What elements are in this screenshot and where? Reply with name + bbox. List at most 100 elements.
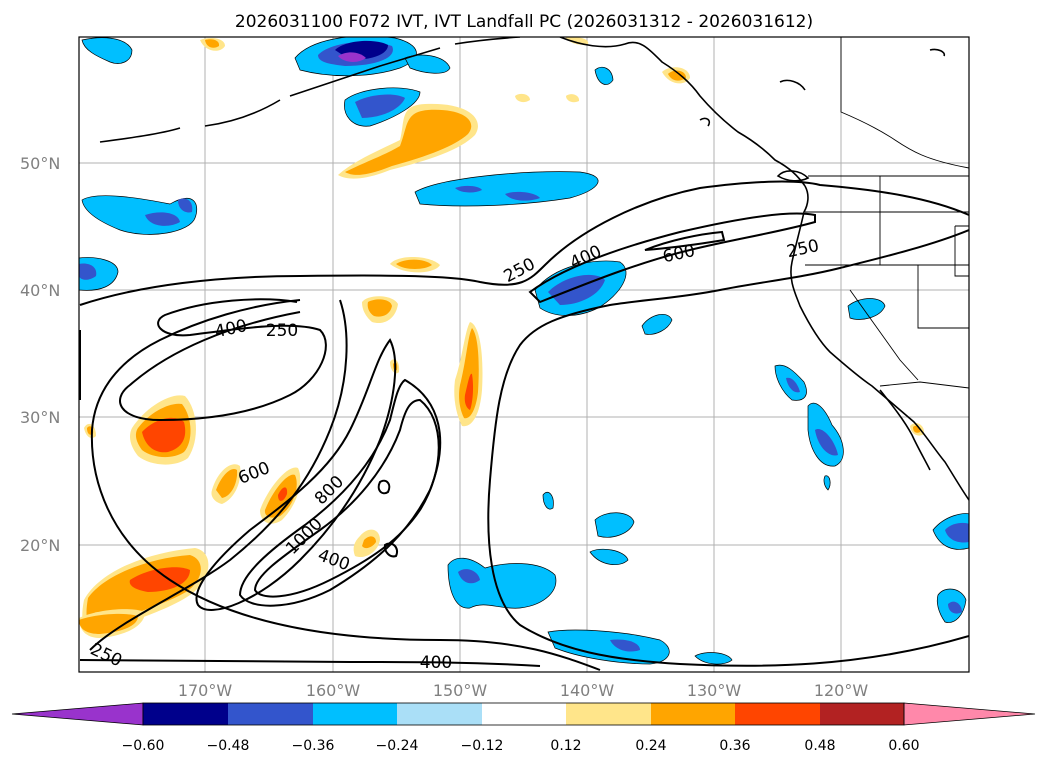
pc-region [641,313,673,335]
pc-region [815,429,838,456]
island [699,48,946,127]
pc-region [216,468,238,498]
colorbar-tick-label: −0.36 [292,738,335,754]
pc-region [129,567,190,592]
pc-region [338,52,366,62]
baja-peninsula [879,389,931,471]
lon-label: 170°W [178,681,233,700]
pc-region [81,37,133,64]
pc-region [668,70,686,81]
pc-region [945,522,969,543]
lon-label: 140°W [560,681,615,700]
lon-label: 120°W [814,681,869,700]
colorbar-segment [313,703,397,725]
pc-region [594,66,614,85]
colorbar-segment [228,703,313,725]
colorbar-segment [143,703,228,725]
pc-region [786,377,800,393]
pc-region [142,417,186,453]
pc-region [458,569,480,584]
ivt-400-contour [89,212,816,651]
ivt-250-contour [79,180,969,667]
colorbar-tick-label: 0.12 [550,738,581,754]
pc-region [694,652,733,665]
pc-region [345,109,472,175]
colorbar-tick-label: −0.60 [122,738,165,754]
ivt-400-lower-contour [79,659,541,667]
colorbar-segment [651,703,735,725]
vancouver-island [776,170,810,182]
colorbar-tick-label: 0.24 [635,738,666,754]
coastlines [99,37,969,501]
colorbar-extend-high [903,702,1036,726]
colorbar-segment [735,703,820,725]
latitude-labels: 50°N 40°N 30°N 20°N [20,154,60,555]
contour-label-400: 400 [420,653,452,673]
lat-label: 40°N [20,281,60,300]
pc-region [515,93,530,103]
pc-region [505,191,540,201]
colorbar-outline [142,702,905,726]
colorbar-tick-label: −0.12 [461,738,504,754]
north-america-coast [790,185,969,501]
pc-region [610,639,640,652]
pc-region [205,39,220,48]
lat-label: 50°N [20,154,60,173]
pc-region [79,263,97,280]
colorbar: −0.60 −0.48 −0.36 −0.24 −0.12 0.12 0.24 … [11,702,1036,754]
pc-region [404,54,451,74]
pc-region [447,557,557,609]
colorbar-extend-low [11,702,144,726]
pc-region [847,298,886,320]
ivt-small-contour [377,479,391,495]
pc-region [178,198,193,213]
pc-region [396,259,432,269]
colorbar-tick-label: 0.60 [888,738,919,754]
lat-label: 20°N [20,536,60,555]
colorbar-tick-label: −0.48 [207,738,250,754]
us-mexico-border [879,381,969,389]
colorbar-segment [566,703,651,725]
pc-region [594,512,635,538]
us-state-border [805,176,969,381]
pc-region [565,37,589,45]
positive-pc-regions [79,37,925,638]
ivt-contours [79,180,969,671]
pc-region [823,475,831,491]
contour-label-250: 250 [266,321,298,341]
pc-region [542,491,554,510]
colorbar-tick-label: 0.48 [804,738,835,754]
pc-region [459,328,479,419]
pc-region [547,629,670,665]
pc-region [278,487,288,501]
colorbar-tick-label: 0.36 [719,738,750,754]
ivt-1000-contour [253,398,440,598]
lon-label: 130°W [687,681,742,700]
ivt-600-contour [644,230,726,251]
colorbar-segment [820,703,904,725]
negative-pc-regions [79,37,969,665]
lon-label: 150°W [433,681,488,700]
figure-title: 2026031100 F072 IVT, IVT Landfall PC (20… [235,12,813,32]
pc-region [566,94,580,103]
lon-label: 160°W [306,681,361,700]
political-borders [805,37,969,389]
ivt-small-contour [383,542,398,558]
pc-region [79,613,138,634]
alaska-canada-border [840,37,969,169]
pc-region [948,601,962,614]
pc-region [414,171,599,207]
colorbar-tick-labels: −0.60 −0.48 −0.36 −0.24 −0.12 0.12 0.24 … [122,738,920,754]
lat-label: 30°N [20,408,60,427]
map-content: 250 400 600 250 400 250 600 800 1000 400… [79,37,969,673]
pc-region [145,212,180,226]
ivt-250-inner-contour [90,299,601,671]
colorbar-tick-label: −0.24 [376,738,419,754]
colorbar-segment [482,703,566,725]
aleutian-islands [99,37,521,143]
pc-region [355,94,405,118]
pc-region [589,548,629,566]
longitude-labels: 170°W 160°W 150°W 140°W 130°W 120°W [178,681,869,700]
pc-region [367,299,392,317]
